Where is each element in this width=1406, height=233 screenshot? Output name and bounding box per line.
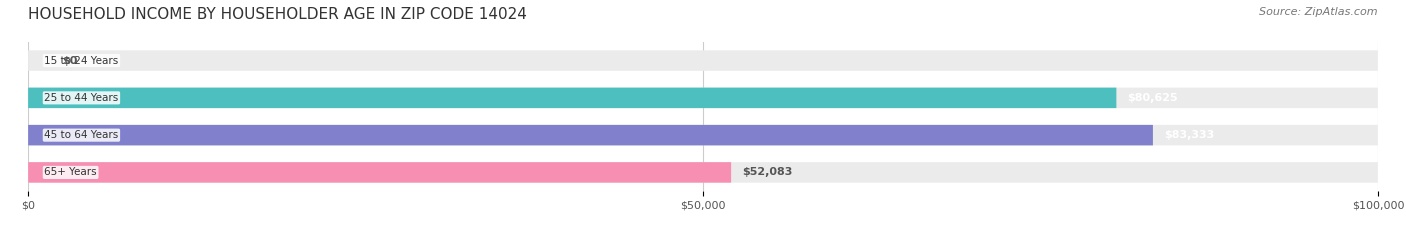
FancyBboxPatch shape [28, 162, 1378, 183]
Text: $52,083: $52,083 [742, 168, 793, 177]
Text: HOUSEHOLD INCOME BY HOUSEHOLDER AGE IN ZIP CODE 14024: HOUSEHOLD INCOME BY HOUSEHOLDER AGE IN Z… [28, 7, 527, 22]
Text: 45 to 64 Years: 45 to 64 Years [45, 130, 118, 140]
Text: 65+ Years: 65+ Years [45, 168, 97, 177]
FancyBboxPatch shape [28, 125, 1153, 145]
Text: 15 to 24 Years: 15 to 24 Years [45, 56, 118, 65]
FancyBboxPatch shape [28, 50, 1378, 71]
FancyBboxPatch shape [28, 125, 1378, 145]
FancyBboxPatch shape [28, 162, 731, 183]
FancyBboxPatch shape [28, 88, 1378, 108]
Text: 25 to 44 Years: 25 to 44 Years [45, 93, 118, 103]
Text: $0: $0 [62, 56, 77, 65]
Text: $83,333: $83,333 [1164, 130, 1213, 140]
Text: Source: ZipAtlas.com: Source: ZipAtlas.com [1260, 7, 1378, 17]
Text: $80,625: $80,625 [1128, 93, 1178, 103]
FancyBboxPatch shape [28, 88, 1116, 108]
